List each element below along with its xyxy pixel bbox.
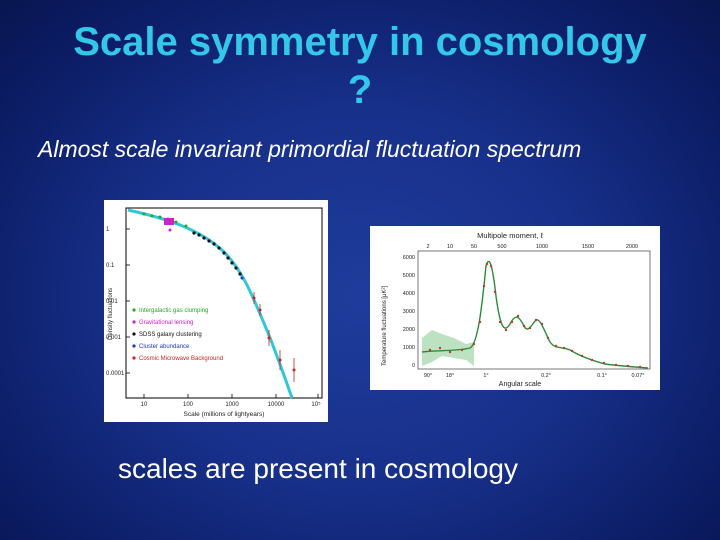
legend-item: Intergalactic gas clumping (139, 308, 208, 314)
right-top-tick: 2 (426, 244, 429, 250)
right-ytick: 1000 (403, 345, 415, 351)
right-ytick: 6000 (403, 255, 415, 261)
left-plot-ylabel: Density fluctuations (108, 288, 114, 340)
title-line-1: Scale symmetry in cosmology (73, 20, 647, 64)
right-xtick: 0.1° (597, 373, 607, 379)
right-xtick: 0.07° (632, 373, 645, 379)
right-top-tick: 500 (497, 244, 506, 250)
legend: Intergalactic gas clumping Gravitational… (132, 308, 223, 362)
data-points (142, 212, 296, 382)
right-ytick: 3000 (403, 309, 415, 315)
left-xtick: 1000 (225, 402, 239, 408)
right-top-tick: 2000 (626, 244, 638, 250)
right-plot-xlabel: Angular scale (499, 381, 542, 388)
right-top-tick: 1500 (582, 244, 594, 250)
title-line-2: ? (347, 68, 373, 112)
legend-item: Cosmic Microwave Background (139, 356, 223, 362)
right-xtick: 0.2° (541, 373, 551, 379)
right-xtick: 1° (483, 373, 488, 379)
left-xtick: 10⁵ (311, 401, 321, 408)
left-ytick: 0.1 (106, 263, 115, 269)
legend-item: Cluster abundance (139, 344, 190, 350)
left-plot-xlabel: Scale (millions of lightyears) (184, 411, 265, 418)
cmb-power-spectrum-plot: Multipole moment, ℓ 2 10 50 500 1000 150… (370, 226, 660, 390)
density-fluctuation-plot: Density fluctuations 1 0.1 0.01 0.001 0.… (104, 200, 328, 422)
right-ytick: 0 (412, 363, 415, 369)
left-xtick: 10000 (268, 402, 285, 408)
slide-footer: scales are present in cosmology (118, 453, 518, 484)
left-xtick: 10 (141, 402, 148, 408)
left-xtick: 100 (183, 402, 194, 408)
left-ytick: 0.001 (106, 335, 122, 341)
left-ytick: 0.0001 (106, 371, 125, 377)
right-xtick: 18° (446, 373, 454, 379)
cosmic-variance-band (422, 330, 474, 366)
right-ytick: 5000 (403, 273, 415, 279)
cmb-data-points (428, 262, 642, 369)
theory-curve (127, 208, 294, 399)
right-ytick: 2000 (403, 327, 415, 333)
left-ytick: 0.01 (106, 299, 118, 305)
slide-title: Scale symmetry in cosmology ? (0, 18, 720, 114)
right-plot-top-label: Multipole moment, ℓ (477, 231, 543, 240)
right-top-tick: 10 (447, 244, 453, 250)
legend-item: SDSS galaxy clustering (139, 332, 202, 338)
right-ytick: 4000 (403, 291, 415, 297)
right-top-tick: 50 (471, 244, 477, 250)
right-xtick: 90° (424, 373, 432, 379)
right-plot-ylabel: Temperature fluctuations [μK²] (382, 286, 388, 366)
left-ytick: 1 (106, 227, 110, 233)
right-top-tick: 1000 (536, 244, 548, 250)
legend-item: Gravitational lensing (139, 320, 193, 326)
slide-subtitle: Almost scale invariant primordial fluctu… (38, 136, 582, 162)
